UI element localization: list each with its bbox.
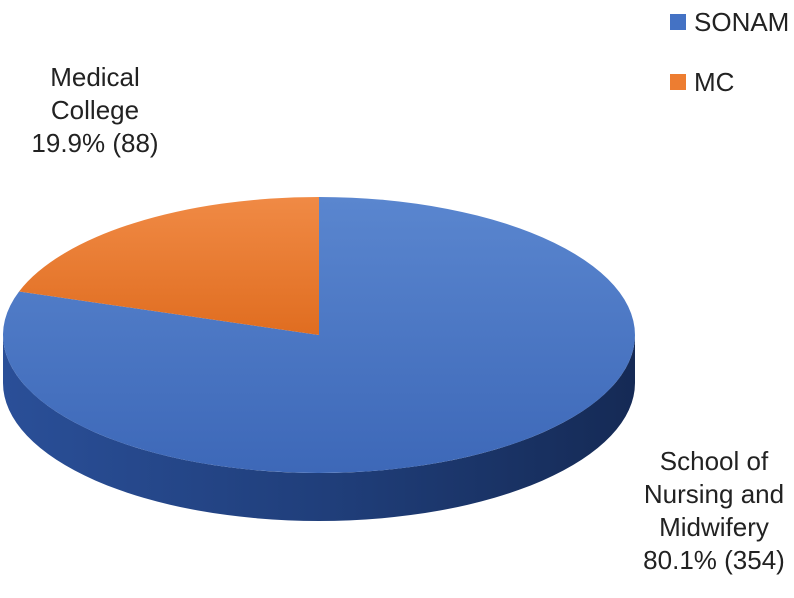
legend-label-sonam: SONAM [694,7,789,37]
pie-slices [2,197,635,521]
data-label-line: College [51,95,139,125]
data-label-line: 80.1% (354) [643,545,785,575]
data-label-sonam: School of Nursing and Midwifery 80.1% (354) [643,446,785,575]
data-label-mc: Medical College 19.9% (88) [31,62,158,158]
data-label-line: Nursing and [644,479,784,509]
data-label-line: School of [660,446,769,476]
legend: SONAM MC [670,7,789,97]
data-label-line: 19.9% (88) [31,128,158,158]
data-label-line: Medical [50,62,140,92]
slice-labels: School of Nursing and Midwifery 80.1% (354)… [31,62,784,575]
pie-slice-mc [19,197,319,335]
pie-slice-sonam [2,197,635,473]
data-label-line: Midwifery [659,512,769,542]
legend-label-mc: MC [694,67,734,97]
legend-swatch-sonam [670,14,686,30]
pie-side-sonam [3,335,635,521]
legend-swatch-mc [670,74,686,90]
